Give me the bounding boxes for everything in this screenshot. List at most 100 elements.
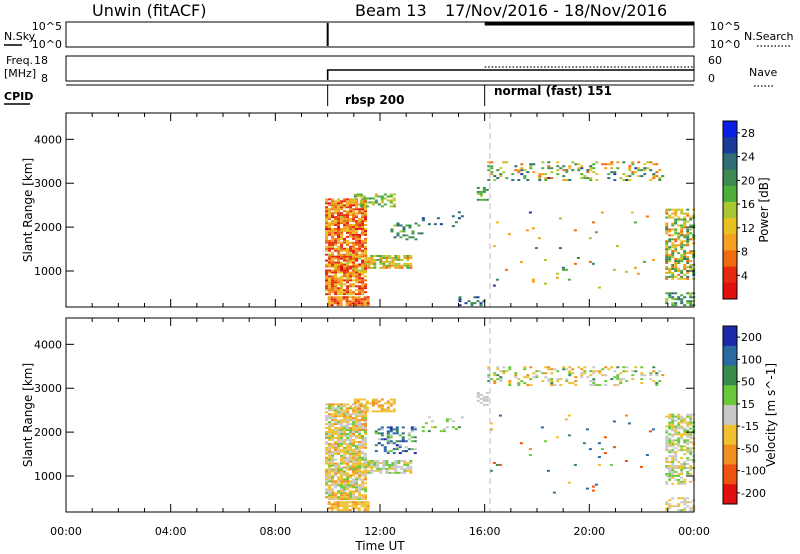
heatmap-cell [343,490,347,493]
heatmap-cell [343,478,347,481]
heatmap-cell [352,265,356,268]
heatmap-cell [325,287,329,290]
heatmap-cell [668,443,672,446]
heatmap-cell [337,478,341,481]
heatmap-cell [366,298,370,301]
colorbar-segment-1 [723,345,737,367]
heatmap-cell [400,471,404,474]
heatmap-cell [523,366,527,369]
colorbar-segment-6 [723,218,737,235]
heatmap-cell [337,423,341,426]
heatmap-cell [406,264,410,267]
heatmap-cell [358,243,362,246]
heatmap-cell [677,472,681,475]
heatmap-cell [576,256,580,259]
heatmap-cell [334,283,338,286]
heatmap-cell [325,247,329,250]
heatmap-cell [367,262,371,265]
heatmap-cell [487,376,491,379]
heatmap-cell [364,275,368,278]
heatmap-cell [325,423,329,426]
time-tick-label-3: 12:00 [364,525,396,538]
colorbar-segment-7 [723,234,737,251]
heatmap-cell [665,302,669,305]
heatmap-cell [366,300,370,303]
heatmap-cell [340,434,344,437]
heatmap-cell [674,244,678,247]
heatmap-cell [361,271,365,274]
heatmap-cell [334,472,338,475]
heatmap-cell [361,423,365,426]
heatmap-cell [538,177,542,180]
heatmap-cell [668,246,672,249]
heatmap-cell [680,224,684,227]
heatmap-cell [349,226,353,228]
heatmap-cell [352,204,356,207]
heatmap-cell [328,222,332,225]
heatmap-cell [668,415,672,418]
heatmap-cell [337,204,341,207]
heatmap-cell [343,216,347,219]
heatmap-cell [633,266,637,269]
heatmap-cell [365,410,369,413]
heatmap-cell [325,452,329,455]
heatmap-cell [364,285,368,288]
heatmap-cell [334,202,338,205]
colorbar-segment-4 [723,405,737,426]
heatmap-cell [358,427,362,430]
nsearch-label: N.Search [744,30,794,43]
heatmap-cell [352,442,356,445]
heatmap-cell [374,400,378,403]
heatmap-cell [352,257,356,260]
heatmap-cell [325,269,329,272]
heatmap-cell [361,269,365,272]
heatmap-cell [340,482,344,485]
heatmap-cell [361,409,365,412]
heatmap-cell [355,277,359,280]
heatmap-cell [493,382,497,385]
heatmap-cell [665,210,669,213]
heatmap-cell [355,476,359,479]
heatmap-cell [671,427,675,430]
heatmap-cell [361,429,365,432]
heatmap-cell [349,241,353,244]
heatmap-cell [652,177,656,180]
heatmap-cell [328,494,332,497]
heatmap-cell [382,467,386,470]
heatmap-cell [331,269,335,272]
heatmap-cell [592,372,596,375]
heatmap-cell [383,438,387,441]
heatmap-cell [377,428,381,431]
heatmap-cell [689,292,693,295]
heatmap-cell [386,410,390,413]
heatmap-cell [334,432,338,435]
heatmap-cell [355,470,359,473]
heatmap-cell [354,300,358,303]
heatmap-cell [349,265,353,268]
heatmap-cell [337,222,341,225]
heatmap-cell [665,216,669,219]
heatmap-cell [355,417,359,420]
heatmap-cell [358,460,362,463]
heatmap-cell [392,400,396,403]
heatmap-cell [339,302,343,305]
heatmap-cell [487,161,491,164]
heatmap-cell [651,258,655,261]
heatmap-cell [671,459,675,462]
heatmap-cell [353,398,357,401]
heatmap-cell [371,402,375,405]
heatmap-cell [400,465,404,468]
heatmap-cell [364,262,368,265]
heatmap-cell [340,456,344,459]
heatmap-cell [339,304,343,307]
heatmap-cell [343,480,347,483]
heatmap-cell [550,382,554,385]
heatmap-cell [689,232,693,235]
heatmap-cell [340,263,344,266]
heatmap-cell [680,433,684,436]
heatmap-cell [364,446,368,449]
heatmap-cell [668,269,672,272]
heatmap-cell [405,238,409,241]
heatmap-cell [361,239,365,242]
heatmap-cell [331,202,335,205]
